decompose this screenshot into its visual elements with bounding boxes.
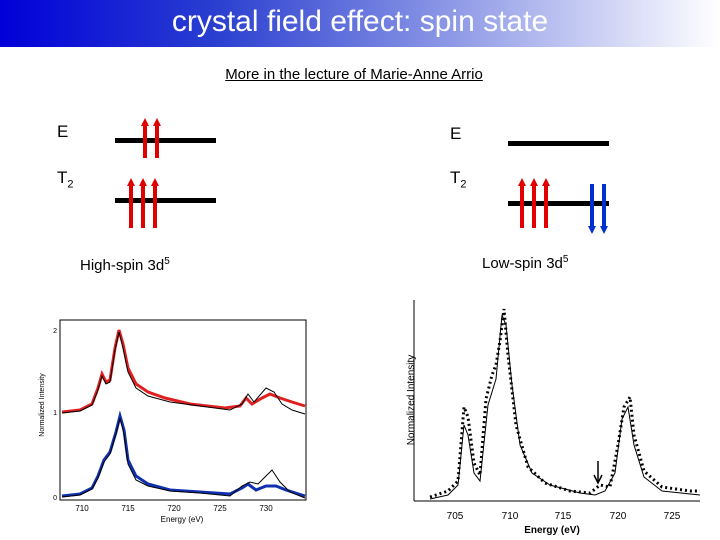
left-e-up-arrows <box>141 118 161 158</box>
right-plot-xlabel: Energy (eV) <box>524 525 580 536</box>
left-plot-frame <box>59 319 307 501</box>
right-t2-down-arrows <box>588 184 608 234</box>
svg-text:720: 720 <box>610 511 627 522</box>
right-plot-ylabel: Normalized Intensity <box>406 355 417 446</box>
right-e-level-line <box>508 141 609 146</box>
left-plot-xlabel: Energy (eV) <box>161 515 204 524</box>
title-bar <box>0 0 720 47</box>
left-spectrum-plot: Normalized Intensity Energy (eV) 710 715… <box>39 319 307 524</box>
right-plot-xticks: 705 710 715 720 725 <box>447 511 681 522</box>
svg-text:725: 725 <box>664 511 681 522</box>
subtitle-link[interactable]: More in the lecture of Marie-Anne Arrio <box>225 66 483 83</box>
svg-text:1: 1 <box>53 410 57 417</box>
left-plot-ylabel: Normalized Intensity <box>39 373 46 437</box>
left-black-spectrum-top <box>61 331 306 415</box>
svg-text:710: 710 <box>502 511 519 522</box>
right-t2-up-arrows <box>518 178 550 228</box>
right-solid-spectrum <box>429 314 701 500</box>
left-level-t2-label: T2 <box>57 168 74 191</box>
left-level-e-label: E <box>57 122 69 141</box>
low-spin-caption: Low-spin 3d5 <box>482 254 569 272</box>
svg-text:0: 0 <box>53 495 57 502</box>
left-plot-xticks: 710 715 720 725 730 <box>75 504 273 513</box>
right-spectrum-plot: Normalized Intensity Energy (eV) 705 710… <box>406 300 701 536</box>
left-e-level-line <box>115 138 216 143</box>
svg-text:715: 715 <box>555 511 572 522</box>
svg-text:725: 725 <box>213 504 227 513</box>
high-spin-caption: High-spin 3d5 <box>80 256 170 274</box>
left-red-spectrum <box>61 329 306 414</box>
svg-text:2: 2 <box>53 328 57 335</box>
svg-text:710: 710 <box>75 504 89 513</box>
svg-text:705: 705 <box>447 511 464 522</box>
right-level-t2-label: T2 <box>450 168 467 191</box>
svg-text:720: 720 <box>167 504 181 513</box>
left-black-spectrum-bottom <box>61 417 306 499</box>
right-t2-level-line <box>508 201 609 206</box>
svg-text:730: 730 <box>259 504 273 513</box>
page-title: crystal field effect: spin state <box>171 5 549 38</box>
left-t2-up-arrows <box>127 178 159 228</box>
left-plot-yticks: 2 1 0 <box>53 328 57 502</box>
right-dotted-spectrum <box>429 308 700 499</box>
left-blue-spectrum <box>61 410 306 498</box>
left-t2-level-line <box>115 198 216 203</box>
right-level-e-label: E <box>450 124 462 143</box>
svg-text:715: 715 <box>121 504 135 513</box>
